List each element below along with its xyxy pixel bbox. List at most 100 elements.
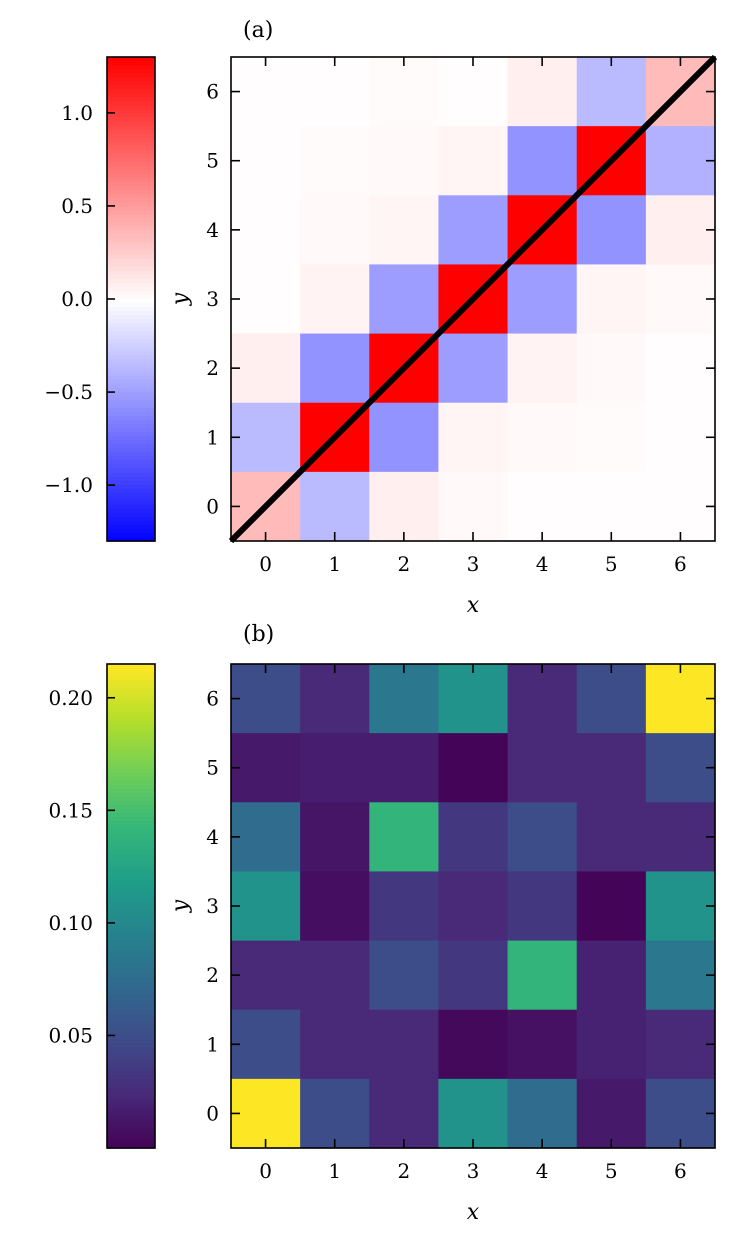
- heatmap-cell: [576, 664, 647, 734]
- colorbar-segment: [107, 930, 155, 935]
- colorbar-segment: [107, 772, 155, 778]
- x-tick-label: 0: [259, 552, 272, 576]
- heatmap-cell: [438, 57, 509, 127]
- x-tick-label: 3: [467, 552, 480, 576]
- heatmap-cell: [438, 940, 509, 1011]
- colorbar-segment: [107, 226, 155, 232]
- colorbar-segment: [107, 724, 155, 730]
- colorbar-segment: [107, 125, 155, 131]
- heatmap-cell: [369, 126, 440, 196]
- colorbar-segment: [107, 137, 155, 143]
- colorbar-segment: [107, 817, 155, 822]
- colorbar-a: −1.0 −0.5 0.0 0.5 1.0: [44, 56, 156, 542]
- colorbar-segment: [107, 391, 155, 397]
- colorbar-segment: [107, 910, 155, 915]
- colorbar-segment: [107, 1091, 155, 1097]
- heatmap-cell: [369, 195, 440, 266]
- colorbar-segment: [107, 978, 155, 984]
- heatmap-cell: [507, 333, 578, 404]
- x-tick-label: 4: [536, 1159, 549, 1183]
- colorbar-segment: [107, 141, 155, 147]
- colorbar-segment: [107, 1143, 155, 1149]
- diagonal-line-a: [228, 54, 718, 544]
- x-tick-label: 0: [259, 1159, 272, 1183]
- heatmap-cell: [507, 1009, 578, 1080]
- colorbar-segment: [107, 428, 155, 433]
- heatmap-cell: [645, 802, 716, 873]
- heatmap-cell: [231, 802, 301, 873]
- colorbar-segment: [107, 210, 155, 215]
- heatmap-cell: [576, 940, 647, 1011]
- colorbar-segment: [107, 303, 155, 308]
- colorbar-segment: [107, 367, 155, 373]
- colorbar-segment: [107, 323, 155, 328]
- colorbar-segment: [107, 230, 155, 236]
- heatmap-cell: [645, 402, 716, 473]
- heatmap-cell: [645, 733, 716, 803]
- colorbar-segment: [107, 311, 155, 316]
- x-tick-label: 3: [467, 1159, 480, 1183]
- colorbar-segment: [107, 720, 155, 726]
- colorbar-segment: [107, 77, 155, 82]
- colorbar-segment: [107, 153, 155, 159]
- colorbar-segment: [107, 73, 155, 78]
- colorbar-segment: [107, 117, 155, 123]
- colorbar-segment: [107, 93, 155, 99]
- heatmap-cell: [231, 333, 301, 404]
- colorbar-segment: [107, 399, 155, 405]
- heatmap-cell: [231, 1009, 301, 1080]
- colorbar-segment: [107, 424, 155, 429]
- heatmap-cell: [576, 733, 647, 803]
- colorbar-segment: [107, 375, 155, 381]
- colorbar-segment: [107, 190, 155, 195]
- y-tick-label: 5: [206, 756, 219, 780]
- colorbar-segment: [107, 149, 155, 155]
- colorbar-segment: [107, 914, 155, 919]
- heatmap-cell: [507, 664, 578, 734]
- colorbar-segment: [107, 476, 155, 482]
- heatmap-cell: [438, 333, 509, 404]
- colorbar-segment: [107, 813, 155, 818]
- colorbar-segment: [107, 1014, 155, 1020]
- heatmap-cell: [507, 264, 578, 335]
- heatmap-b: [231, 664, 716, 1149]
- colorbar-segment: [107, 877, 155, 883]
- colorbar-segment: [107, 805, 155, 810]
- colorbar-segment: [107, 942, 155, 948]
- colorbar-segment: [107, 242, 155, 248]
- colorbar-segment: [107, 797, 155, 802]
- colorbar-segment: [107, 387, 155, 393]
- colorbar-segment: [107, 982, 155, 988]
- colorbar-segment: [107, 752, 155, 758]
- colorbar-segment: [107, 1018, 155, 1024]
- colorbar-segment: [107, 950, 155, 956]
- colorbar-tick-label: 0.0: [61, 287, 93, 311]
- colorbar-segment: [107, 922, 155, 927]
- heatmap-cell: [576, 57, 647, 127]
- diagonal-line: [228, 54, 718, 544]
- colorbar-segment: [107, 89, 155, 94]
- colorbar-segment: [107, 218, 155, 224]
- heatmap-cell: [576, 471, 647, 542]
- colorbar-segment: [107, 869, 155, 875]
- heatmap-cell: [438, 871, 509, 942]
- colorbar-segment: [107, 169, 155, 175]
- y-tick-label: 4: [206, 825, 219, 849]
- colorbar-segment: [107, 484, 155, 490]
- y-axis-label-b: y: [168, 899, 193, 913]
- heatmap-cell: [438, 195, 509, 266]
- colorbar-segment: [107, 990, 155, 996]
- colorbar-segment: [107, 688, 155, 693]
- colorbar-segment: [107, 865, 155, 871]
- colorbar-segment: [107, 528, 155, 534]
- heatmap-cell: [438, 664, 509, 734]
- colorbar-segment: [107, 403, 155, 409]
- colorbar-segment: [107, 966, 155, 972]
- colorbar-tick-label: 0.15: [48, 798, 93, 822]
- heatmap-cell: [231, 871, 301, 942]
- colorbar-segment: [107, 1135, 155, 1141]
- colorbar-segment: [107, 1119, 155, 1125]
- heatmap-cell: [300, 195, 370, 266]
- heatmap-cell: [507, 57, 578, 127]
- colorbar-segment: [107, 452, 155, 457]
